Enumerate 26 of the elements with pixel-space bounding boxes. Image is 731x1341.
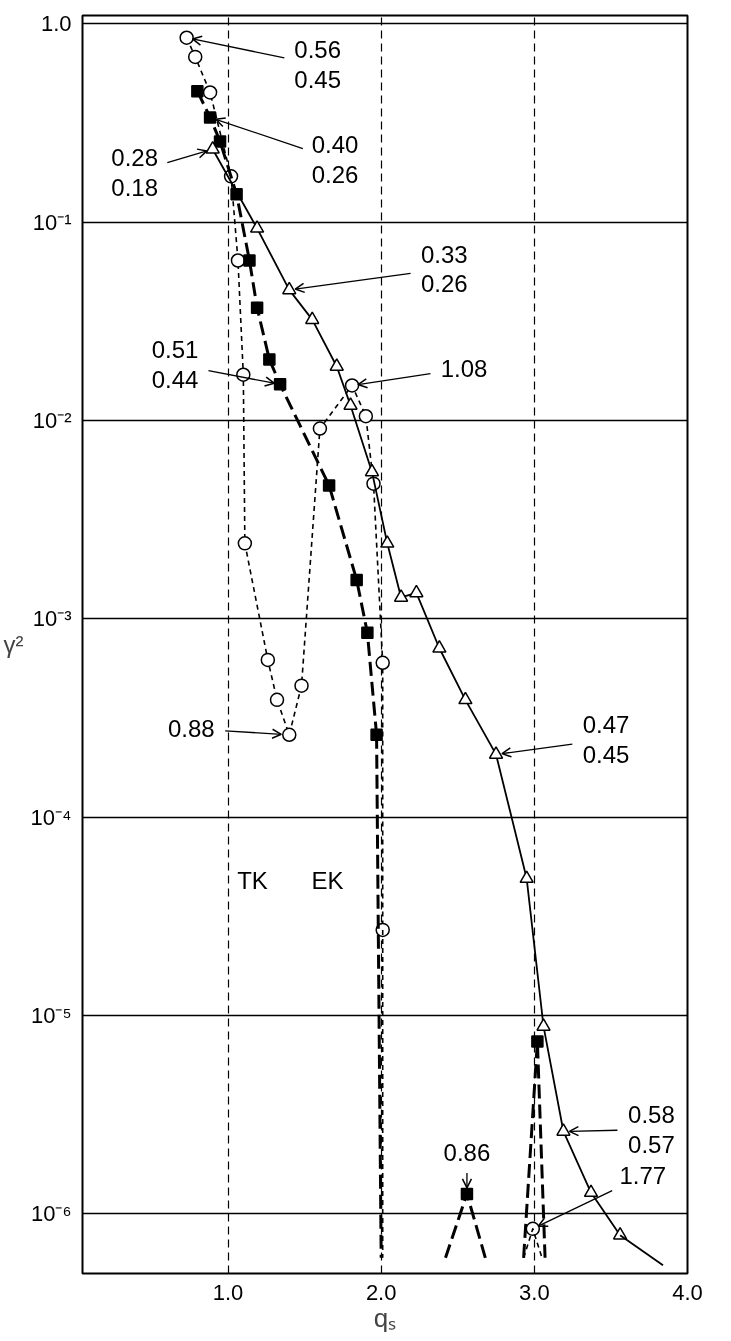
annotation: TK — [237, 867, 268, 894]
y-tick-label: 10⁻⁵ — [30, 1002, 72, 1028]
annotation: 1.77 — [619, 1162, 667, 1190]
annotation: 0.28 0.18 — [111, 143, 159, 201]
y-tick-label: 10⁻⁶ — [30, 1201, 72, 1227]
x-tick-label: 2.0 — [365, 1279, 397, 1305]
x-tick-label: 3.0 — [519, 1279, 550, 1305]
annotation: 0.86 — [443, 1139, 491, 1167]
y-tick-label: 1.0 — [40, 11, 72, 37]
x-tick-label: 1.0 — [212, 1279, 244, 1305]
annotation: EK — [311, 867, 344, 894]
annotation: 0.40 0.26 — [311, 131, 359, 188]
y-axis-title: γ² — [3, 631, 24, 658]
y-tick-label: 10⁻² — [32, 407, 72, 433]
annotation: 0.88 — [167, 715, 215, 743]
annotation: 0.33 0.26 — [420, 240, 468, 298]
annotation: 0.56 0.45 — [294, 36, 342, 94]
x-axis-title: qₛ — [373, 1302, 397, 1333]
annotation: 1.08 — [440, 354, 488, 382]
y-tick-label: 10⁻⁴ — [30, 804, 72, 830]
annotation: 0.58 0.57 — [628, 1101, 675, 1158]
x-tick-label: 4.0 — [672, 1279, 703, 1305]
y-tick-label: 10⁻³ — [32, 606, 72, 632]
annotation: 0.51 0.44 — [151, 335, 199, 393]
y-tick-label: 10⁻¹ — [32, 209, 72, 235]
annotation: 0.47 0.45 — [582, 711, 630, 768]
